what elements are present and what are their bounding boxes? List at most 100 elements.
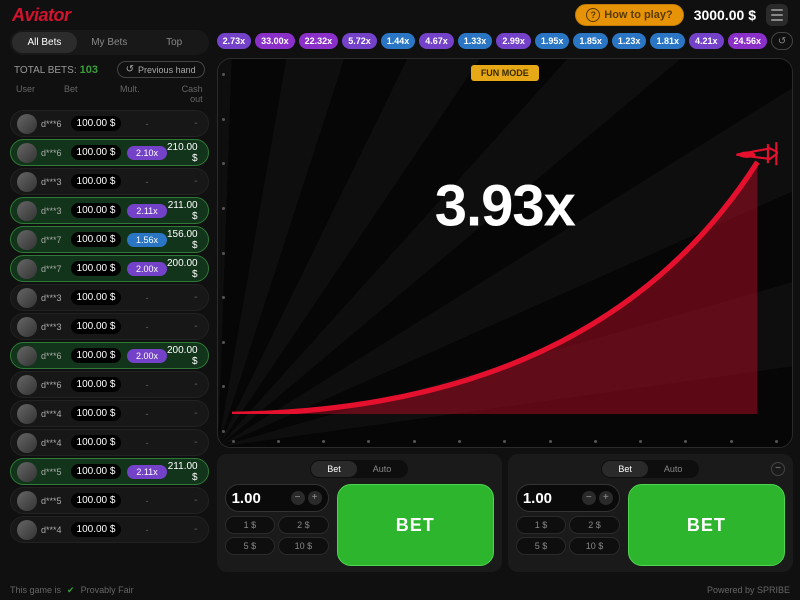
stake-chip[interactable]: 10 $	[278, 537, 329, 555]
multiplier: 3.93x	[435, 173, 575, 240]
bet-row: d***3100.00 $--	[10, 168, 209, 195]
previous-hand-button[interactable]: Previous hand	[117, 61, 205, 78]
bet-cashout: -	[167, 118, 202, 129]
history-pill[interactable]: 1.95x	[535, 33, 570, 49]
stake-chip[interactable]: 2 $	[278, 516, 329, 534]
history-pill[interactable]: 2.73x	[217, 33, 252, 49]
history-pill[interactable]: 1.33x	[458, 33, 493, 49]
bet-amount: 100.00 $	[71, 145, 121, 160]
avatar	[17, 288, 37, 308]
bet-user: d***7	[41, 235, 71, 245]
history-expand-button[interactable]: ↺	[771, 32, 793, 50]
shield-icon: ✔	[67, 585, 75, 596]
stake-chip[interactable]: 1 $	[225, 516, 276, 534]
history-pill[interactable]: 33.00x	[255, 33, 295, 49]
history-pill[interactable]: 2.99x	[496, 33, 531, 49]
bet-amount: 100.00 $	[71, 377, 121, 392]
bet-row: d***7100.00 $2.00x200.00 $	[10, 255, 209, 282]
stake-chip[interactable]: 1 $	[516, 516, 567, 534]
bet-amount: 100.00 $	[71, 319, 121, 334]
bet-cashout: 156.00 $	[167, 229, 202, 251]
history-pill[interactable]: 1.23x	[612, 33, 647, 49]
stake-minus-button[interactable]: −	[291, 491, 305, 505]
bet-amount: 100.00 $	[71, 290, 121, 305]
bet-cashout: -	[167, 176, 202, 187]
avatar	[17, 259, 37, 279]
history-bar: 2.73x33.00x22.32x5.72x1.44x4.67x1.33x2.9…	[217, 30, 793, 52]
bet-amount: 100.00 $	[71, 348, 121, 363]
panel-tab-bet[interactable]: Bet	[602, 461, 648, 477]
bet-user: d***3	[41, 293, 71, 303]
bet-cashout: -	[167, 437, 202, 448]
stake-input[interactable]: 1.00−+	[225, 484, 329, 512]
bet-row: d***5100.00 $2.11x211.00 $	[10, 458, 209, 485]
avatar	[17, 404, 37, 424]
bet-row: d***4100.00 $--	[10, 400, 209, 427]
stake-chip[interactable]: 5 $	[516, 537, 567, 555]
bet-cashout: 211.00 $	[167, 200, 202, 222]
bet-panel-1: BetAuto 1.00−+ 1 $2 $5 $10 $ BET	[217, 454, 502, 572]
bet-user: d***6	[41, 380, 71, 390]
bet-row: d***6100.00 $2.00x200.00 $	[10, 342, 209, 369]
bet-amount: 100.00 $	[71, 116, 121, 131]
bet-user: d***6	[41, 119, 71, 129]
provably-fair-link[interactable]: Provably Fair	[81, 585, 134, 595]
history-pill[interactable]: 1.81x	[650, 33, 685, 49]
bet-row: d***6100.00 $--	[10, 371, 209, 398]
history-pill[interactable]: 5.72x	[342, 33, 377, 49]
bet-row: d***6100.00 $--	[10, 110, 209, 137]
bets-table-header: User Bet Mult. Cash out	[10, 84, 209, 104]
bet-cashout: -	[167, 495, 202, 506]
total-bets-label: TOTAL BETS:	[14, 65, 77, 76]
bet-amount: 100.00 $	[71, 464, 121, 479]
bet-cashout: -	[167, 524, 202, 535]
avatar	[17, 375, 37, 395]
bet-user: d***4	[41, 438, 71, 448]
panel-tab-bet[interactable]: Bet	[311, 461, 357, 477]
bet-row: d***6100.00 $2.10x210.00 $	[10, 139, 209, 166]
panel-tab-auto[interactable]: Auto	[357, 461, 408, 477]
bet-user: d***6	[41, 148, 71, 158]
bet-mult: -	[127, 175, 167, 189]
avatar	[17, 317, 37, 337]
bet-mult: 2.10x	[127, 146, 167, 160]
bet-row: d***3100.00 $2.11x211.00 $	[10, 197, 209, 224]
bet-row: d***4100.00 $--	[10, 516, 209, 543]
stake-input[interactable]: 1.00−+	[516, 484, 620, 512]
history-pill[interactable]: 22.32x	[299, 33, 339, 49]
total-bets-count: 103	[80, 64, 98, 76]
avatar	[17, 462, 37, 482]
stake-minus-button[interactable]: −	[582, 491, 596, 505]
history-pill[interactable]: 24.56x	[728, 33, 768, 49]
how-to-play-button[interactable]: How to play?	[575, 4, 683, 26]
bet-user: d***7	[41, 264, 71, 274]
history-pill[interactable]: 4.67x	[419, 33, 454, 49]
bet-button[interactable]: BET	[628, 484, 785, 566]
bets-tab-all-bets[interactable]: All Bets	[12, 32, 77, 53]
history-pill[interactable]: 4.21x	[689, 33, 724, 49]
stake-plus-button[interactable]: +	[308, 491, 322, 505]
stake-chip[interactable]: 10 $	[569, 537, 620, 555]
fun-mode-badge: FUN MODE	[471, 65, 539, 81]
menu-button[interactable]	[766, 4, 788, 26]
bet-mult: 2.11x	[127, 465, 167, 479]
bet-row: d***5100.00 $--	[10, 487, 209, 514]
bets-tab-my-bets[interactable]: My Bets	[77, 32, 142, 53]
stake-chip[interactable]: 2 $	[569, 516, 620, 534]
bet-mult: 2.11x	[127, 204, 167, 218]
bet-button[interactable]: BET	[337, 484, 494, 566]
bet-mult: -	[127, 117, 167, 131]
stake-plus-button[interactable]: +	[599, 491, 613, 505]
stake-chip[interactable]: 5 $	[225, 537, 276, 555]
history-pill[interactable]: 1.44x	[381, 33, 416, 49]
bets-list: d***6100.00 $--d***6100.00 $2.10x210.00 …	[10, 110, 209, 572]
bet-cashout: -	[167, 292, 202, 303]
history-pill[interactable]: 1.85x	[573, 33, 608, 49]
bets-tab-top[interactable]: Top	[142, 32, 207, 53]
bet-row: d***7100.00 $1.56x156.00 $	[10, 226, 209, 253]
panel-tab-auto[interactable]: Auto	[648, 461, 699, 477]
bet-amount: 100.00 $	[71, 435, 121, 450]
bet-user: d***4	[41, 525, 71, 535]
bet-panel-2: BetAuto 1.00−+ 1 $2 $5 $10 $ BET −	[508, 454, 793, 572]
remove-panel-button[interactable]: −	[771, 462, 785, 476]
